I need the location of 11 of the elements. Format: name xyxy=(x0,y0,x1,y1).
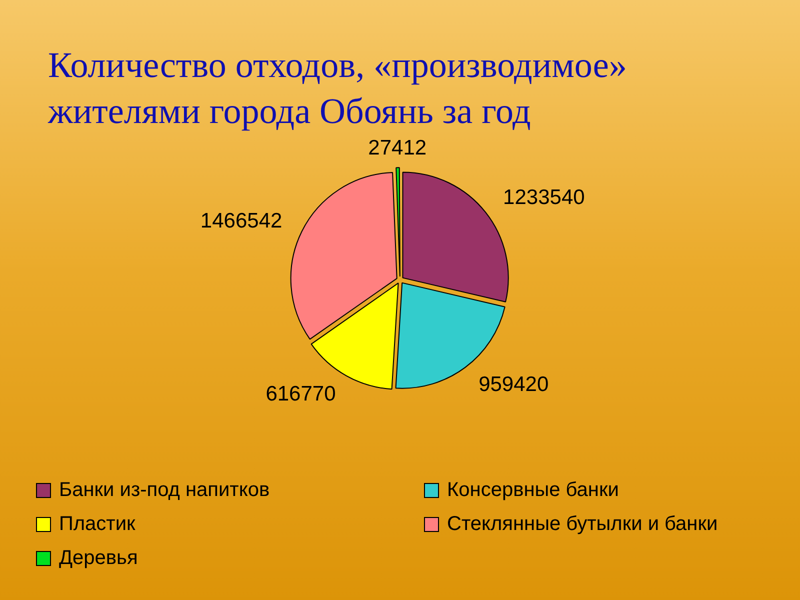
legend-label: Пластик xyxy=(59,512,136,536)
data-label: 1466542 xyxy=(200,209,282,232)
chart-title: Количество отходов, «производимое» жителями города Обоянь за год xyxy=(48,44,628,133)
legend-label: Стеклянные бутылки и банки xyxy=(447,512,718,536)
legend-label: Консервные банки xyxy=(447,478,619,502)
data-label: 27412 xyxy=(368,136,427,160)
data-label: 616770 xyxy=(266,382,336,406)
data-label: 959420 xyxy=(478,373,549,396)
legend-label: Банки из-под напитков xyxy=(59,478,270,502)
data-label: 1233540 xyxy=(503,186,585,210)
legend-label: Деревья xyxy=(59,546,138,570)
